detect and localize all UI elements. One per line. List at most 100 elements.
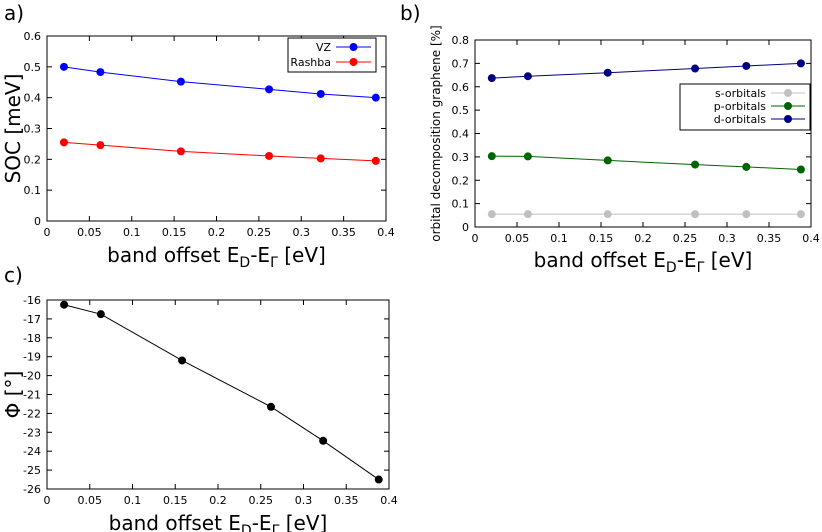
legend-marker [349, 43, 358, 51]
panel-c: c) 0 0.05 0.1 0.15 0.2 0.25 0.3 0.35 0.4 -26 -25 -24… [1, 263, 398, 532]
legend-marker [784, 102, 792, 110]
y-tick-label: -23 [23, 426, 41, 439]
data-point-b-2 [487, 74, 496, 83]
y-tick-label: -24 [23, 445, 41, 458]
legend-marker [784, 115, 792, 123]
y-axis-title: orbital decomposition graphene [%] [429, 25, 443, 242]
panel-b: b) 0 0.05 0.1 0.15 0.2 0.25 0.3 0.35 0.4 0 0.1 0.2 0.… [400, 1, 820, 276]
y-tick-label: -20 [23, 370, 41, 383]
data-point-b-0 [603, 210, 612, 219]
x-axis-title-part: Γ [272, 523, 280, 532]
x-tick-label: 0.35 [334, 494, 359, 507]
x-axis-title-part: Γ [270, 255, 278, 271]
x-axis-title-part: band offset E [107, 243, 239, 267]
y-tick-label: 0.1 [24, 184, 42, 197]
x-tick-label: 0.3 [293, 226, 311, 239]
series-line-a-1 [63, 141, 376, 162]
data-point-c-0 [267, 402, 276, 411]
x-axis-title-part: band offset E [534, 248, 666, 272]
x-tick-label: 0 [472, 232, 479, 245]
x-tick-label: 0.15 [589, 232, 614, 245]
data-point-b-0 [487, 210, 496, 219]
y-tick-label: 0.7 [452, 57, 470, 70]
x-axis-title-part: -E [252, 511, 272, 532]
x-tick-label: 0.05 [505, 232, 530, 245]
data-point-c-0 [96, 310, 105, 319]
data-point-a-0 [265, 85, 274, 94]
y-tick-label: -16 [23, 294, 41, 307]
data-point-a-1 [265, 151, 274, 160]
data-point-a-0 [316, 89, 325, 98]
data-point-b-0 [796, 210, 805, 219]
y-tick-label: 0.3 [452, 151, 470, 164]
x-tick-label: 0.05 [78, 494, 103, 507]
x-tick-label: 0.4 [802, 232, 820, 245]
legend-label: d-orbitals [714, 113, 767, 126]
x-tick-label: 0.1 [124, 494, 142, 507]
y-tick-label: 0.2 [452, 174, 470, 187]
legend-label: s-orbitals [715, 87, 766, 100]
series-line-b-2 [491, 62, 801, 79]
data-point-a-0 [96, 68, 105, 77]
x-tick-label: 0.2 [209, 494, 227, 507]
y-tick-label: -17 [23, 313, 41, 326]
y-tick-label: 0.6 [24, 30, 42, 43]
x-tick-label: 0.1 [123, 226, 141, 239]
data-point-b-1 [487, 152, 496, 161]
data-point-a-1 [96, 141, 105, 150]
x-tick-label: 0.4 [377, 226, 395, 239]
x-tick-label: 0.15 [163, 494, 188, 507]
x-tick-label: 0.2 [634, 232, 652, 245]
y-tick-label: -25 [23, 464, 41, 477]
y-axis-title: SOC [meV] [1, 74, 25, 184]
data-point-a-1 [59, 138, 68, 147]
y-tick-label: 0.8 [452, 34, 470, 47]
data-point-c-0 [374, 475, 383, 484]
data-point-b-1 [742, 162, 751, 171]
legend-marker [349, 58, 358, 66]
x-tick-label: 0 [44, 494, 51, 507]
y-tick-label: 0.5 [452, 104, 470, 117]
y-tick-label: 0.3 [24, 123, 42, 136]
data-point-b-1 [603, 156, 612, 165]
legend-box-a [287, 37, 377, 73]
y-tick-label: 0.4 [24, 92, 42, 105]
x-tick-label: 0 [44, 226, 51, 239]
data-point-a-1 [176, 147, 185, 156]
x-axis-title-part: [eV] [704, 248, 752, 272]
data-point-b-1 [691, 160, 700, 169]
data-point-a-0 [176, 77, 185, 86]
data-point-a-1 [371, 156, 380, 165]
x-tick-label: 0.25 [249, 494, 274, 507]
y-tick-label: -22 [23, 407, 41, 420]
x-tick-label: 0.3 [295, 494, 313, 507]
series-line-b-1 [491, 155, 801, 170]
legend-label: p-orbitals [714, 100, 767, 113]
data-point-b-2 [742, 61, 751, 70]
x-tick-label: 0.35 [757, 232, 782, 245]
x-tick-label: 0.25 [673, 232, 698, 245]
x-tick-label: 0.05 [77, 226, 102, 239]
data-point-b-0 [742, 210, 751, 219]
x-tick-label: 0.3 [718, 232, 736, 245]
y-tick-label: 0.6 [452, 81, 470, 94]
x-axis-title: band offset ED-EΓ [eV] [534, 248, 753, 276]
data-point-c-0 [319, 436, 328, 445]
x-axis-title-part: [eV] [279, 511, 327, 532]
series-line-a-0 [63, 66, 376, 99]
y-tick-label: 0.1 [452, 198, 470, 211]
legend-label: VZ [316, 41, 332, 54]
x-axis-title-part: [eV] [278, 243, 326, 267]
x-axis-title: band offset ED-EΓ [eV] [109, 511, 328, 532]
panel-label-a: a) [4, 1, 24, 25]
x-axis-title: band offset ED-EΓ [eV] [107, 243, 326, 271]
y-tick-label: -26 [23, 483, 41, 496]
x-tick-label: 0.15 [162, 226, 187, 239]
y-tick-label: -19 [23, 351, 41, 364]
x-axis-title-part: D [239, 255, 250, 271]
data-point-b-2 [523, 72, 532, 81]
series-line-c-0 [63, 304, 380, 480]
panel-label-b: b) [400, 1, 421, 25]
data-point-a-0 [59, 62, 68, 71]
